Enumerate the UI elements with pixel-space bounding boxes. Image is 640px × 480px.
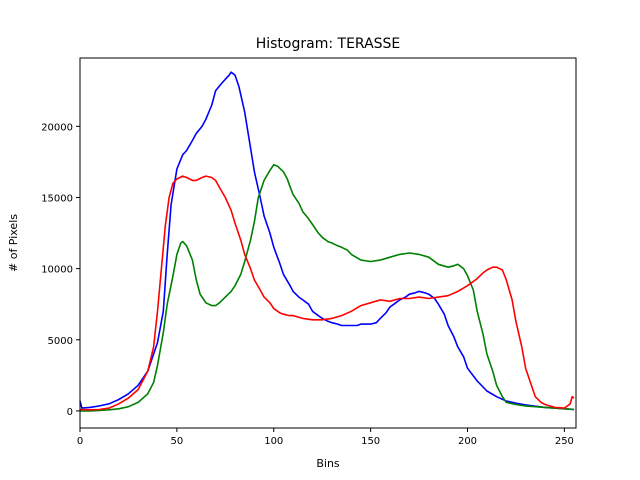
x-tick-label: 250 xyxy=(555,436,574,447)
y-axis-ticks: 0 5000 10000 15000 20000 xyxy=(41,122,80,418)
series-line-1 xyxy=(80,163,575,412)
x-tick-label: 150 xyxy=(361,436,380,447)
y-tick-label: 20000 xyxy=(41,122,73,133)
y-axis-label: # of Pixels xyxy=(7,214,20,272)
series-line-0 xyxy=(79,71,575,411)
x-tick-label: 0 xyxy=(77,436,83,447)
chart-title: Histogram: TERASSE xyxy=(256,36,401,52)
x-axis-label: Bins xyxy=(316,457,340,470)
x-tick-label: 100 xyxy=(264,436,283,447)
x-axis-ticks: 0 50 100 150 200 250 xyxy=(77,428,574,447)
y-tick-label: 10000 xyxy=(41,265,73,276)
series-line-2 xyxy=(79,175,575,411)
y-tick-label: 15000 xyxy=(41,193,73,204)
x-tick-label: 50 xyxy=(171,436,184,447)
axes-frame xyxy=(79,57,577,429)
x-tick-label: 200 xyxy=(458,436,477,447)
y-tick-label: 0 xyxy=(67,407,73,418)
series-layer xyxy=(79,71,575,412)
y-tick-label: 5000 xyxy=(48,336,73,347)
